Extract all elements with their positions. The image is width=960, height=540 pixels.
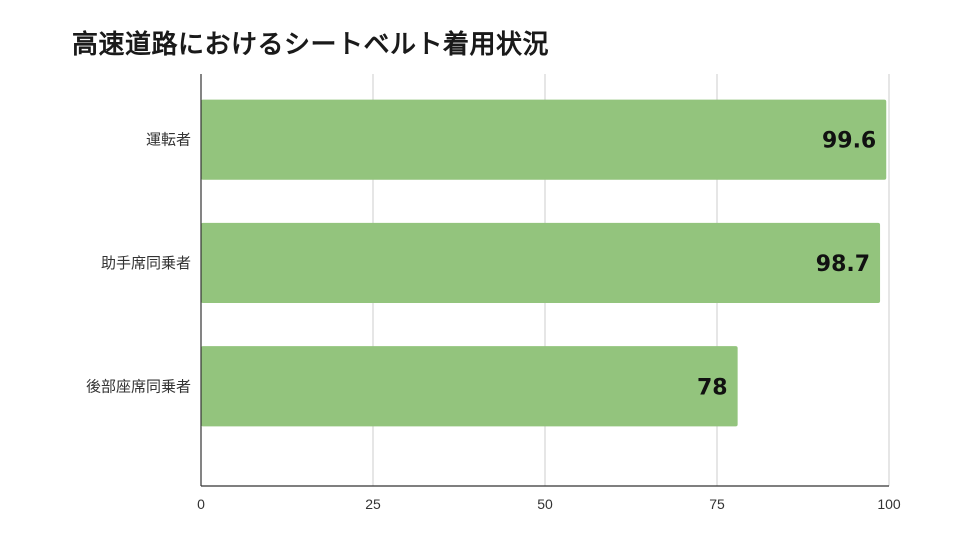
x-tick-label: 0 bbox=[197, 496, 205, 512]
category-label: 運転者 bbox=[146, 131, 191, 149]
x-tick-label: 100 bbox=[877, 496, 901, 512]
data-label: 98.7 bbox=[816, 252, 870, 277]
labels: 0 25 50 75 100 運転者 99.6 助手席同乗者 98.7 後部座席同乗者 78 bbox=[86, 129, 901, 512]
bar bbox=[201, 346, 738, 427]
category-label: 後部座席同乗者 bbox=[86, 377, 191, 395]
bar bbox=[201, 222, 881, 304]
bar bbox=[201, 99, 887, 180]
bars bbox=[201, 99, 887, 427]
chart-title: 高速道路におけるシートベルト着用状況 bbox=[72, 30, 550, 60]
category-label: 助手席同乗者 bbox=[101, 254, 191, 272]
x-tick-label: 75 bbox=[709, 496, 725, 512]
data-label: 99.6 bbox=[822, 129, 876, 154]
x-tick-label: 50 bbox=[537, 496, 553, 512]
x-tick-label: 25 bbox=[365, 496, 381, 512]
axes bbox=[200, 74, 889, 487]
data-label: 78 bbox=[697, 375, 728, 400]
